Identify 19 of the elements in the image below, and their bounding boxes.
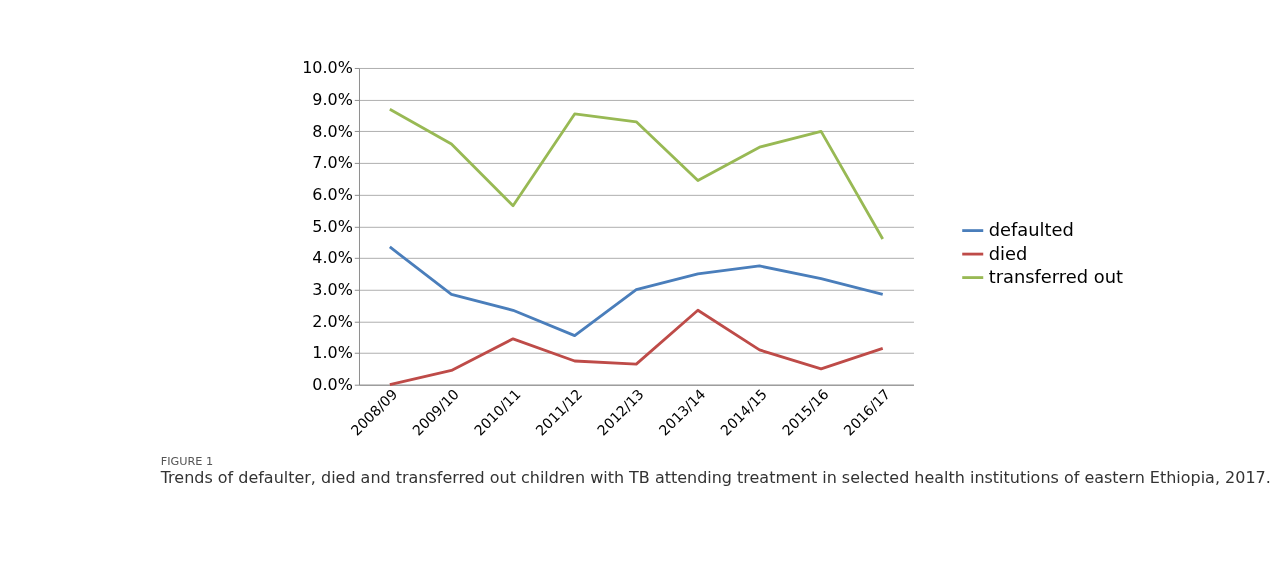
y-tick-label: 5.0%: [312, 216, 353, 236]
y-tick-label: 4.0%: [312, 248, 353, 268]
legend-label: transferred out: [988, 266, 1124, 288]
y-tick-label: 3.0%: [312, 279, 353, 299]
text: FIGURE 1: [160, 455, 214, 469]
y-tick-label: 2.0%: [312, 311, 353, 331]
y-tick-label: 7.0%: [312, 153, 353, 173]
line-series: [388, 308, 885, 387]
legend-label: died: [988, 242, 1028, 264]
y-tick-label: 1.0%: [312, 343, 353, 363]
line-series: [388, 245, 885, 338]
line-series: [388, 107, 885, 241]
text: Trends of defaulter, died and transferred out children with TB attending treatment in selected health institutions of eastern Ethiopia, 2017.: [159, 468, 1271, 488]
y-tick-label: 6.0%: [312, 184, 353, 204]
y-tick-label: 0.0%: [312, 374, 353, 394]
legend-label: defaulted: [988, 219, 1074, 241]
y-tick-label: 10.0%: [302, 58, 353, 78]
y-tick-label: 9.0%: [312, 89, 353, 109]
y-tick-label: 8.0%: [312, 121, 353, 141]
